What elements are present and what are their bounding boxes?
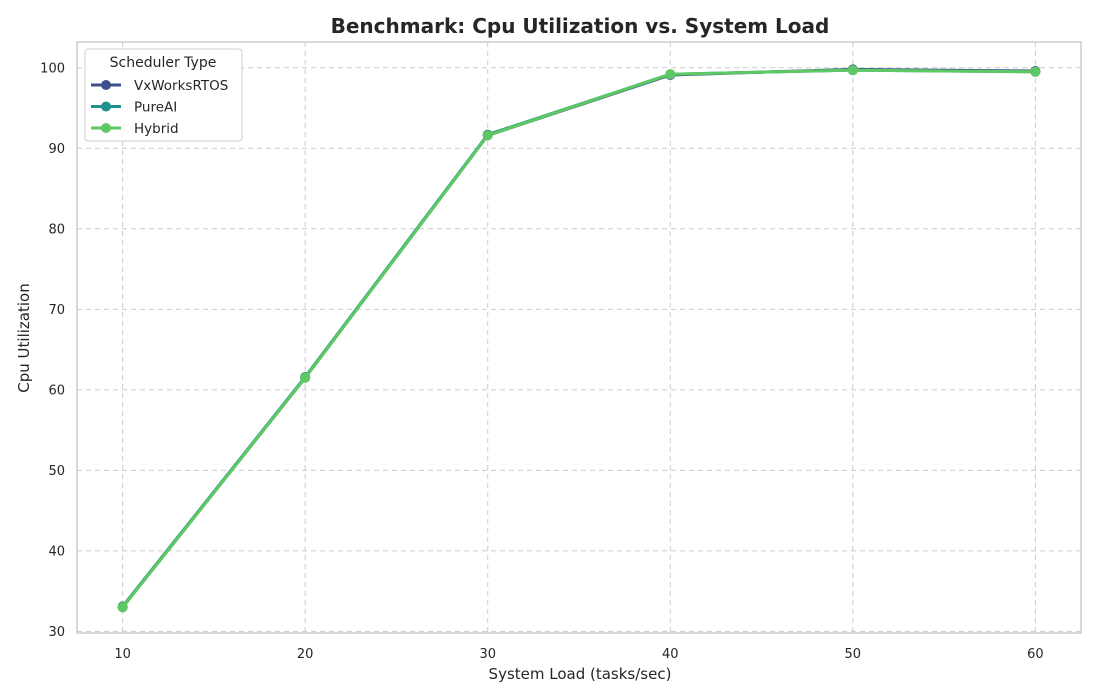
data-point-hybrid: [847, 65, 858, 76]
legend-marker-hybrid: [101, 123, 111, 133]
y-tick-label: 70: [48, 303, 65, 318]
legend-items: VxWorksRTOS PureAI Hybrid: [91, 78, 228, 137]
x-tick-label: 50: [845, 647, 862, 662]
legend-marker-pureai: [101, 101, 111, 112]
x-tick-label: 60: [1027, 647, 1044, 662]
y-tick-label: 80: [48, 222, 65, 237]
y-tick-label: 50: [48, 464, 65, 479]
legend-label-pureai: PureAI: [134, 100, 177, 116]
series-pureai: [117, 65, 1041, 612]
series-hybrid: [117, 65, 1041, 613]
y-tick-label: 30: [48, 625, 65, 640]
y-tick-label: 40: [48, 544, 65, 559]
legend-marker-vxworksrtos: [101, 80, 111, 90]
y-tick-label: 90: [48, 142, 65, 157]
data-point-hybrid: [300, 372, 311, 383]
x-axis-label: System Load (tasks/sec): [489, 665, 672, 683]
legend-label-hybrid: Hybrid: [134, 121, 179, 137]
legend-item-pureai: PureAI: [91, 100, 177, 116]
data-point-hybrid: [117, 602, 128, 613]
y-axis-label: Cpu Utilization: [15, 283, 33, 392]
plot-frame: [76, 41, 1082, 634]
legend-item-hybrid: Hybrid: [91, 121, 179, 137]
y-tick-label: 60: [48, 383, 65, 398]
series-group: [117, 64, 1041, 613]
legend-item-vxworksrtos: VxWorksRTOS: [91, 78, 228, 94]
legend-title: Scheduler Type: [110, 55, 217, 71]
x-tick-label: 40: [662, 647, 679, 662]
series-line-hybrid: [121, 68, 1037, 609]
x-ticks: 10 20 30 40 50 60: [114, 647, 1043, 662]
x-tick-label: 10: [114, 647, 131, 662]
data-point-hybrid: [665, 69, 676, 80]
series-line-vxworksrtos: [121, 67, 1037, 609]
chart-title: Benchmark: Cpu Utilization vs. System Lo…: [331, 14, 830, 38]
x-tick-label: 20: [297, 647, 314, 662]
series-vxworksrtos: [117, 64, 1041, 613]
x-tick-label: 30: [479, 647, 496, 662]
data-point-hybrid: [482, 130, 493, 141]
series-line-pureai: [121, 68, 1037, 608]
y-ticks: 30 40 50 60 70 80 90 100: [40, 61, 65, 640]
data-point-hybrid: [1030, 66, 1041, 77]
y-tick-label: 100: [40, 61, 65, 76]
legend-label-vxworksrtos: VxWorksRTOS: [134, 78, 228, 94]
legend: Scheduler Type VxWorksRTOS PureAI Hybrid: [84, 48, 243, 142]
legend-box: [84, 48, 243, 142]
